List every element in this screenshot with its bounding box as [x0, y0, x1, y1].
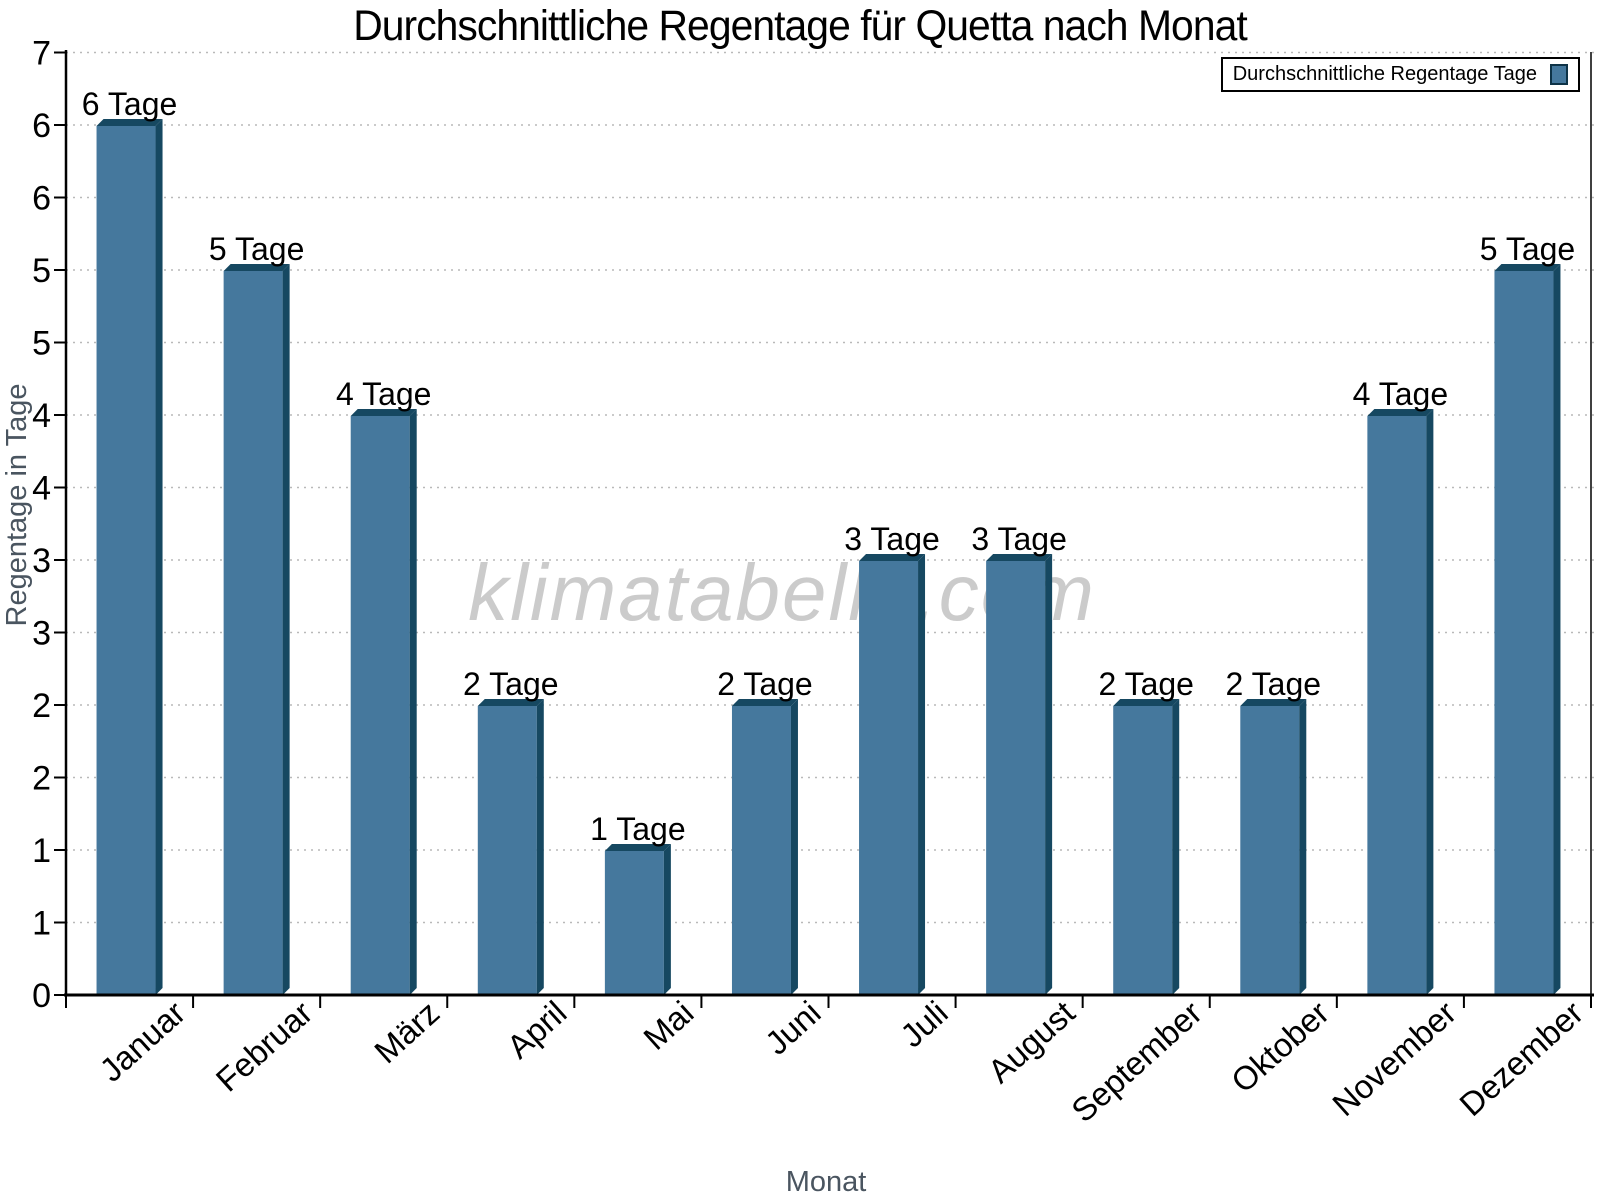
bar-value-label: 5 Tage [1480, 231, 1576, 267]
bar-value-label: 4 Tage [1353, 376, 1449, 412]
bar-value-label: 2 Tage [1098, 666, 1194, 702]
bar-top-face [1240, 699, 1307, 706]
y-tick-label: 3 [32, 615, 51, 653]
y-tick-label: 6 [32, 107, 51, 145]
y-tick-label: 0 [32, 977, 51, 1015]
x-axis-title: Monat [786, 1166, 867, 1198]
legend-label: Durchschnittliche Regentage Tage [1232, 63, 1537, 85]
bar-value-label: 6 Tage [82, 86, 178, 122]
bar-right-face [1426, 409, 1434, 995]
bar-right-face [1045, 554, 1053, 995]
bar-front-face [604, 851, 664, 995]
bar-top-face [859, 554, 926, 561]
bar-value-label: 5 Tage [209, 231, 305, 267]
x-tick-label: Juli [893, 994, 955, 1055]
bar-front-face [731, 706, 791, 995]
x-tick-label: November [1325, 994, 1463, 1123]
bar-value-label: 3 Tage [844, 521, 940, 557]
y-tick-label: 1 [32, 832, 51, 870]
bar[interactable] [223, 264, 290, 995]
bar-front-face [859, 561, 919, 995]
bar-top-face [986, 554, 1053, 561]
bar[interactable] [986, 554, 1053, 995]
x-tick-label: Dezember [1452, 994, 1590, 1123]
bar-front-face [1240, 706, 1300, 995]
bar-front-face [477, 706, 537, 995]
bar-top-face [477, 699, 544, 706]
bar-front-face [1367, 416, 1427, 995]
bar[interactable] [604, 844, 671, 995]
y-tick-label: 5 [32, 252, 51, 290]
bar-front-face [986, 561, 1046, 995]
bar-value-label: 4 Tage [336, 376, 432, 412]
bar-top-face [96, 119, 163, 126]
bar-front-face [96, 126, 156, 995]
bar-top-face [223, 264, 290, 271]
bar-top-face [731, 699, 798, 706]
bar-front-face [1494, 271, 1554, 995]
bar-right-face [536, 699, 544, 995]
legend[interactable]: Durchschnittliche Regentage Tage [1220, 57, 1580, 92]
bar[interactable] [1494, 264, 1561, 995]
bar[interactable] [1240, 699, 1307, 995]
bar-right-face [790, 699, 798, 995]
x-tick-label: Oktober [1224, 994, 1336, 1100]
bar-right-face [155, 119, 163, 995]
bar-value-label: 2 Tage [1226, 666, 1322, 702]
y-tick-label: 2 [32, 687, 51, 725]
x-tick-label: Februar [209, 994, 320, 1099]
bar-right-face [1299, 699, 1307, 995]
y-axis-title: Regentage in Tage [1, 384, 33, 627]
bar-top-face [1113, 699, 1180, 706]
y-tick-label: 1 [32, 905, 51, 943]
bar-value-label: 1 Tage [590, 811, 686, 847]
legend-swatch [1550, 64, 1568, 85]
bar-top-face [1494, 264, 1561, 271]
bar-front-face [223, 271, 283, 995]
bar[interactable] [859, 554, 926, 995]
bar-right-face [409, 409, 417, 995]
bar-top-face [350, 409, 417, 416]
y-tick-label: 3 [32, 542, 51, 580]
bar-right-face [1553, 264, 1561, 995]
y-tick-label: 7 [32, 35, 51, 73]
x-tick-label: August [981, 994, 1082, 1090]
bar-right-face [1172, 699, 1180, 995]
y-tick-label: 4 [32, 397, 51, 435]
bar[interactable] [350, 409, 417, 995]
y-tick-label: 6 [32, 180, 51, 218]
chart-title: Durchschnittliche Regentage für Quetta n… [353, 2, 1247, 50]
x-tick-label: April [500, 994, 574, 1066]
x-tick-label: März [367, 994, 446, 1071]
bar[interactable] [477, 699, 544, 995]
bar[interactable] [1367, 409, 1434, 995]
bar-front-face [350, 416, 410, 995]
bar-value-label: 2 Tage [717, 666, 813, 702]
x-tick-label: Januar [92, 994, 192, 1089]
gridlines-layer [66, 51, 1594, 924]
bar-right-face [918, 554, 926, 995]
bar[interactable] [1113, 699, 1180, 995]
axes-layer: 0 1 1 2 2 3 3 4 4 5 5 6 6 7 [32, 35, 1594, 1015]
x-tick-label: Juni [758, 994, 828, 1062]
y-tick-label: 2 [32, 760, 51, 798]
x-tick-label: September [1064, 994, 1209, 1130]
y-tick-label: 5 [32, 325, 51, 363]
bar-top-face [1367, 409, 1434, 416]
bar-value-label: 3 Tage [971, 521, 1067, 557]
bar-top-face [604, 844, 671, 851]
y-tick-label: 4 [32, 470, 51, 508]
bar-right-face [282, 264, 290, 995]
bar-front-face [1113, 706, 1173, 995]
bar[interactable] [731, 699, 798, 995]
bar-value-label: 2 Tage [463, 666, 559, 702]
x-tick-label: Mai [636, 994, 700, 1057]
bar-right-face [663, 844, 671, 995]
bar[interactable] [96, 119, 163, 995]
